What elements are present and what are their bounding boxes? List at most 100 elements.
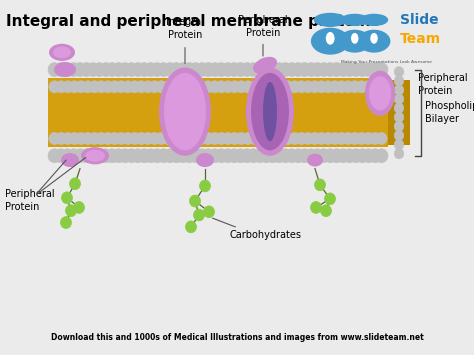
Circle shape — [164, 62, 176, 77]
Circle shape — [255, 132, 267, 145]
Circle shape — [138, 149, 151, 163]
Circle shape — [189, 132, 201, 145]
Circle shape — [222, 132, 234, 145]
Ellipse shape — [251, 73, 289, 151]
Circle shape — [162, 132, 173, 145]
Circle shape — [262, 81, 274, 93]
Circle shape — [216, 81, 227, 93]
Circle shape — [221, 149, 234, 163]
Circle shape — [102, 81, 114, 93]
Circle shape — [62, 132, 73, 145]
Circle shape — [276, 132, 287, 145]
Circle shape — [208, 62, 221, 77]
Circle shape — [73, 202, 84, 213]
Text: Making Your Presentations Look Awesome: Making Your Presentations Look Awesome — [341, 60, 432, 65]
Circle shape — [324, 149, 337, 163]
Circle shape — [95, 132, 107, 145]
Circle shape — [118, 62, 131, 77]
Circle shape — [189, 149, 202, 163]
Circle shape — [170, 62, 183, 77]
Ellipse shape — [365, 71, 395, 116]
Ellipse shape — [159, 67, 211, 156]
Circle shape — [228, 149, 240, 163]
Circle shape — [394, 148, 404, 159]
Circle shape — [302, 81, 314, 93]
Circle shape — [142, 132, 154, 145]
Circle shape — [361, 15, 387, 25]
Circle shape — [343, 62, 356, 77]
Circle shape — [376, 132, 387, 145]
Circle shape — [86, 62, 100, 77]
Circle shape — [49, 132, 60, 145]
Circle shape — [70, 178, 81, 190]
Circle shape — [82, 81, 93, 93]
Circle shape — [283, 132, 294, 145]
Circle shape — [55, 81, 67, 93]
Circle shape — [142, 81, 154, 93]
Circle shape — [86, 149, 100, 163]
Circle shape — [273, 149, 285, 163]
Circle shape — [144, 62, 157, 77]
Circle shape — [273, 62, 285, 77]
Circle shape — [69, 81, 80, 93]
Circle shape — [202, 81, 214, 93]
Circle shape — [131, 62, 145, 77]
Circle shape — [93, 62, 106, 77]
Circle shape — [203, 206, 215, 218]
Text: Slide: Slide — [401, 13, 439, 27]
Circle shape — [131, 149, 145, 163]
Circle shape — [169, 81, 180, 93]
Circle shape — [149, 132, 160, 145]
Circle shape — [112, 149, 125, 163]
Ellipse shape — [307, 154, 323, 166]
Ellipse shape — [53, 47, 71, 58]
Circle shape — [208, 149, 221, 163]
Circle shape — [89, 81, 100, 93]
Circle shape — [151, 62, 164, 77]
Circle shape — [356, 81, 367, 93]
Circle shape — [176, 62, 189, 77]
Circle shape — [234, 62, 247, 77]
Text: Integral and peripheral membrane proteins: Integral and peripheral membrane protein… — [6, 14, 380, 29]
Circle shape — [169, 132, 180, 145]
Circle shape — [229, 81, 240, 93]
Ellipse shape — [61, 153, 79, 167]
Circle shape — [222, 81, 234, 93]
Circle shape — [175, 81, 187, 93]
Circle shape — [118, 149, 131, 163]
Circle shape — [48, 149, 61, 163]
Circle shape — [234, 149, 247, 163]
Circle shape — [269, 132, 281, 145]
Ellipse shape — [81, 147, 109, 164]
Circle shape — [253, 149, 266, 163]
Circle shape — [329, 81, 340, 93]
Circle shape — [116, 81, 127, 93]
Circle shape — [289, 81, 301, 93]
Circle shape — [247, 149, 260, 163]
Circle shape — [55, 149, 67, 163]
Circle shape — [95, 81, 107, 93]
Circle shape — [61, 62, 74, 77]
Circle shape — [369, 149, 382, 163]
Circle shape — [122, 81, 134, 93]
Circle shape — [316, 81, 327, 93]
Circle shape — [394, 76, 404, 86]
Circle shape — [330, 62, 343, 77]
Circle shape — [279, 149, 292, 163]
Circle shape — [341, 15, 368, 25]
Circle shape — [292, 62, 305, 77]
Circle shape — [363, 81, 374, 93]
Circle shape — [215, 149, 228, 163]
Circle shape — [330, 149, 343, 163]
Ellipse shape — [351, 33, 358, 44]
Circle shape — [48, 62, 61, 77]
Circle shape — [394, 94, 404, 104]
Circle shape — [157, 62, 170, 77]
Circle shape — [283, 81, 294, 93]
Circle shape — [195, 62, 209, 77]
Circle shape — [236, 132, 247, 145]
Circle shape — [69, 132, 80, 145]
Circle shape — [314, 13, 346, 26]
Circle shape — [324, 62, 337, 77]
Circle shape — [216, 132, 227, 145]
